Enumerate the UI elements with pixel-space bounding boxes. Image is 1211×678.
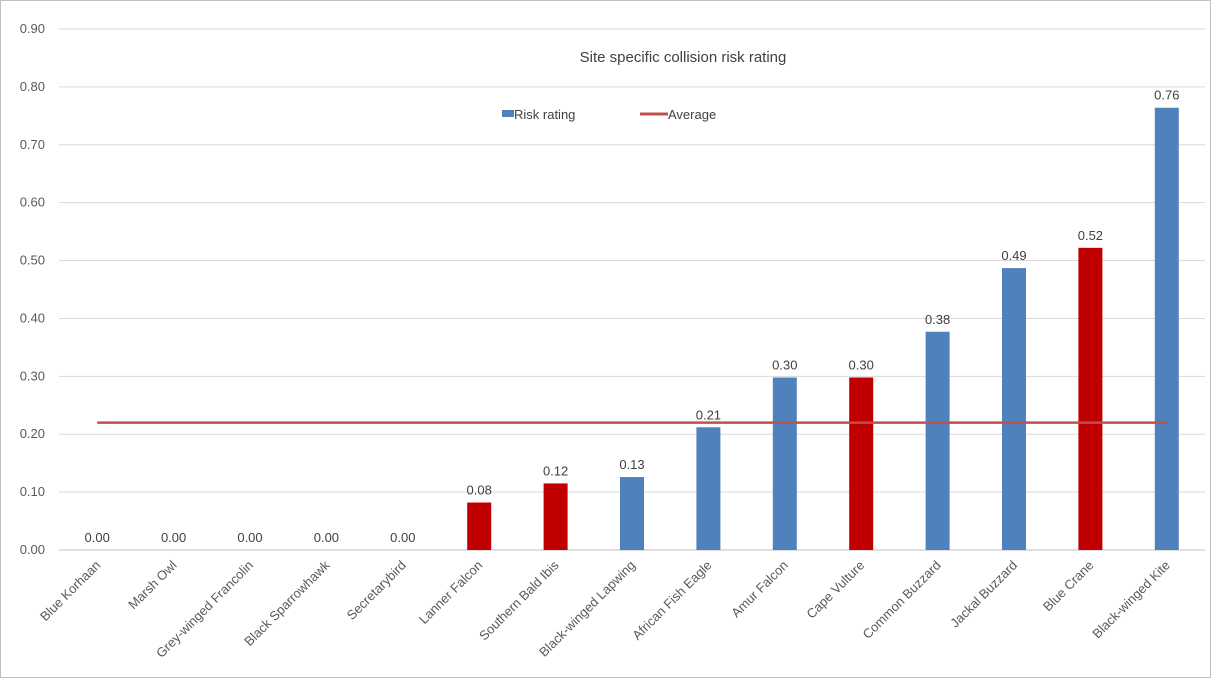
legend-label-average: Average <box>668 107 716 122</box>
data-label: 0.49 <box>1001 248 1026 263</box>
y-tick-label: 0.50 <box>20 253 45 268</box>
y-tick-label: 0.30 <box>20 368 45 383</box>
y-tick-label: 0.60 <box>20 195 45 210</box>
bar <box>696 427 721 550</box>
y-tick-label: 0.70 <box>20 137 45 152</box>
data-label: 0.21 <box>696 407 721 422</box>
x-tick-label: Blue Crane <box>1040 558 1097 615</box>
bar <box>467 502 492 550</box>
data-labels: 0.00 0.00 0.00 0.00 0.00 0.08 0.12 0.13 0.21 0.30… <box>85 88 1180 545</box>
y-tick-label: 0.20 <box>20 426 45 441</box>
bar <box>925 331 950 550</box>
x-tick-label: Marsh Owl <box>125 557 180 612</box>
y-tick-label: 0.80 <box>20 79 45 94</box>
data-label: 0.00 <box>161 530 186 545</box>
data-label: 0.30 <box>849 357 874 372</box>
y-axis: 0.00 0.10 0.20 0.30 0.40 0.50 0.60 0.70 0.80 0.90 <box>20 21 45 557</box>
data-label: 0.00 <box>85 530 110 545</box>
chart-title: Site specific collision risk rating <box>580 49 787 66</box>
bar <box>772 377 797 550</box>
y-tick-label: 0.10 <box>20 484 45 499</box>
bar <box>1154 107 1179 551</box>
data-label: 0.00 <box>237 530 262 545</box>
legend: Risk rating Average <box>502 107 716 122</box>
data-label: 0.13 <box>619 457 644 472</box>
data-label: 0.08 <box>467 483 492 498</box>
legend-swatch-risk-rating <box>502 110 514 117</box>
x-tick-label: Amur Falcon <box>728 558 791 621</box>
x-tick-label: Lanner Falcon <box>416 558 485 627</box>
data-label: 0.38 <box>925 312 950 327</box>
y-tick-label: 0.40 <box>20 310 45 325</box>
bar <box>620 477 644 550</box>
bars <box>467 107 1179 551</box>
legend-label-risk-rating: Risk rating <box>514 107 575 122</box>
y-tick-label: 0.00 <box>20 542 45 557</box>
x-tick-label: Blue Korhaan <box>37 558 103 624</box>
y-tick-label: 0.90 <box>20 21 45 36</box>
data-label: 0.00 <box>314 530 339 545</box>
data-label: 0.76 <box>1154 88 1179 103</box>
x-tick-label: Southern Bald Ibis <box>476 557 562 643</box>
data-label: 0.12 <box>543 463 568 478</box>
x-tick-label: Jackal Buzzard <box>947 558 1020 631</box>
x-tick-label: Secretarybird <box>344 558 409 623</box>
x-tick-label: Black Sparrowhawk <box>241 557 333 649</box>
bar <box>543 483 568 550</box>
x-tick-label: Cape Vulture <box>803 558 867 622</box>
bar <box>1078 247 1103 550</box>
data-label: 0.00 <box>390 530 415 545</box>
data-label: 0.52 <box>1078 228 1103 243</box>
x-tick-label: Common Buzzard <box>860 558 944 642</box>
x-tick-label: African Fish Eagle <box>629 558 714 643</box>
bar <box>849 377 874 550</box>
data-label: 0.30 <box>772 357 797 372</box>
bar <box>1002 268 1026 550</box>
x-tick-label: Black-winged Kite <box>1089 558 1173 642</box>
